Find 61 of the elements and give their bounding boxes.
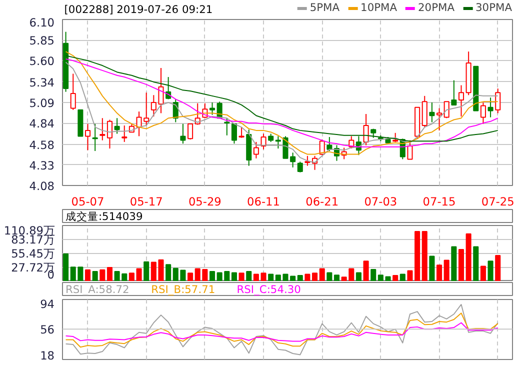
candlestick bbox=[188, 123, 194, 140]
x-tick-label: 07-25 bbox=[481, 194, 514, 208]
candlestick bbox=[92, 123, 98, 152]
candlestick bbox=[436, 108, 442, 131]
candlestick bbox=[480, 102, 486, 124]
candlestick bbox=[363, 114, 369, 146]
candlestick bbox=[106, 119, 113, 150]
candlestick bbox=[100, 118, 106, 141]
x-tick-label: 05-07 bbox=[71, 194, 104, 208]
candlestick bbox=[488, 97, 494, 118]
line-series bbox=[65, 322, 498, 342]
y-tick-label: 56 bbox=[40, 322, 55, 337]
x-tick-label: 05-29 bbox=[188, 194, 222, 208]
candlestick bbox=[114, 118, 120, 134]
x-tick-label: 07-15 bbox=[422, 194, 456, 208]
text: 成交量:514039 bbox=[65, 210, 143, 223]
candlestick bbox=[209, 102, 216, 116]
candlestick bbox=[253, 141, 259, 159]
x-tick-label: 06-11 bbox=[247, 194, 280, 208]
y-tick-label: 5.85 bbox=[29, 34, 55, 48]
y-tick-label: 4.84 bbox=[29, 116, 55, 131]
x-tick-label: 07-03 bbox=[364, 194, 398, 208]
x-tick-label: 06-21 bbox=[306, 194, 339, 208]
x-tick-label: 05-17 bbox=[130, 194, 163, 208]
y-tick-label: 6.10 bbox=[29, 16, 55, 30]
candlestick bbox=[122, 125, 128, 142]
candlestick bbox=[451, 80, 457, 106]
chart-title: [002288] 2019-07-26 09:21 bbox=[64, 3, 213, 16]
line-series bbox=[65, 304, 498, 356]
y-tick-label: 18 bbox=[40, 348, 55, 362]
line-series bbox=[65, 312, 498, 348]
legend-label: 10PMA bbox=[360, 1, 398, 14]
text: RSI_B:57.71 bbox=[151, 283, 216, 296]
y-tick-label: 4.08 bbox=[29, 179, 55, 193]
y-tick-label: 5.60 bbox=[29, 54, 55, 68]
text: RSI_A:58.72 bbox=[65, 283, 130, 296]
candlestick bbox=[458, 84, 464, 117]
candlestick bbox=[326, 136, 332, 152]
legend-label: 30PMA bbox=[476, 1, 512, 14]
legend-label: 20PMA bbox=[418, 1, 455, 14]
candlestick bbox=[70, 73, 76, 110]
candlestick bbox=[260, 133, 266, 150]
y-tick-label: 55.45万 bbox=[11, 246, 55, 260]
candlestick bbox=[304, 155, 310, 166]
candlestick bbox=[392, 132, 398, 142]
candlestick bbox=[444, 101, 450, 119]
y-tick-label: 94 bbox=[40, 297, 55, 312]
candlestick bbox=[238, 126, 244, 138]
candlestick bbox=[297, 161, 303, 173]
candlestick bbox=[180, 123, 186, 144]
y-tick-label: 4.33 bbox=[29, 158, 55, 172]
candlestick bbox=[429, 102, 435, 123]
legend-label: 5PMA bbox=[310, 1, 340, 14]
y-tick-label: 4.58 bbox=[29, 138, 55, 152]
candlestick bbox=[84, 123, 91, 151]
text: RSI_C:54.30 bbox=[236, 283, 302, 296]
y-tick-label: 5.09 bbox=[29, 96, 55, 110]
candlestick bbox=[422, 95, 428, 128]
candlestick bbox=[231, 123, 237, 144]
y-tick-label: 5.34 bbox=[29, 75, 55, 90]
candlestick bbox=[224, 118, 230, 136]
